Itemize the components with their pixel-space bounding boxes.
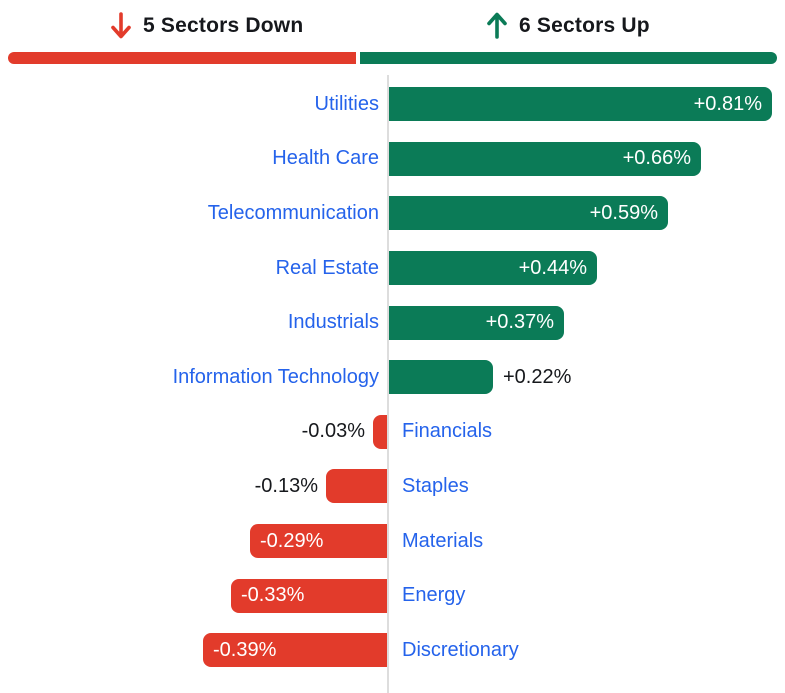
sector-row: Real Estate +0.44% xyxy=(0,241,785,296)
sector-bar[interactable]: +0.44% xyxy=(389,251,597,286)
sector-row: Utilities +0.81% xyxy=(0,77,785,132)
sectors-ratio-bar xyxy=(8,52,777,64)
sector-label[interactable]: Industrials xyxy=(287,311,379,334)
down-ratio-segment xyxy=(8,52,356,64)
sector-value: +0.37% xyxy=(485,311,554,334)
sector-bar[interactable] xyxy=(373,414,387,449)
sector-row: Staples -0.13% xyxy=(0,459,785,514)
sector-bar-chart: Utilities +0.81% Health Care +0.66% Telecomm… xyxy=(0,77,785,678)
sector-value: +0.81% xyxy=(693,92,762,115)
sector-bar[interactable]: +0.66% xyxy=(389,141,701,176)
sector-label[interactable]: Financials xyxy=(402,420,493,443)
sector-value: +0.22% xyxy=(503,365,572,388)
sector-row: Health Care +0.66% xyxy=(0,132,785,187)
sector-row: Financials -0.03% xyxy=(0,405,785,460)
sector-label[interactable]: Materials xyxy=(402,529,484,552)
sector-row: Energy -0.33% xyxy=(0,568,785,623)
sector-row: Information Technology +0.22% xyxy=(0,350,785,405)
sectors-up-header: 6 Sectors Up xyxy=(486,11,650,40)
sector-value: -0.13% xyxy=(254,474,318,497)
sector-label[interactable]: Real Estate xyxy=(275,256,379,279)
sectors-down-label: 5 Sectors Down xyxy=(143,13,304,37)
sector-bar[interactable] xyxy=(326,469,387,504)
sector-bar[interactable]: -0.39% xyxy=(203,633,387,668)
sector-value: +0.66% xyxy=(622,147,691,170)
sector-row: Discretionary -0.39% xyxy=(0,623,785,678)
sector-bar[interactable]: -0.33% xyxy=(231,578,387,613)
sector-value: -0.33% xyxy=(241,584,305,607)
arrow-up-icon xyxy=(487,12,507,39)
sectors-up-label: 6 Sectors Up xyxy=(519,13,650,37)
sector-value: -0.29% xyxy=(260,529,324,552)
sector-value: +0.44% xyxy=(518,256,587,279)
sector-value: +0.59% xyxy=(589,201,658,224)
sector-label[interactable]: Utilities xyxy=(314,92,379,115)
sector-bar[interactable]: +0.59% xyxy=(389,196,668,231)
sector-row: Telecommunication +0.59% xyxy=(0,186,785,241)
sector-label[interactable]: Health Care xyxy=(272,147,379,170)
sectors-down-header: 5 Sectors Down xyxy=(110,11,303,40)
sector-bar[interactable]: -0.29% xyxy=(250,524,387,559)
sector-label[interactable]: Discretionary xyxy=(402,638,519,661)
sector-bar[interactable] xyxy=(389,360,493,395)
sector-value: -0.03% xyxy=(301,420,365,443)
sector-bar[interactable]: +0.81% xyxy=(389,87,772,122)
sector-row: Industrials +0.37% xyxy=(0,295,785,350)
sector-bar[interactable]: +0.37% xyxy=(389,305,564,340)
sector-label[interactable]: Information Technology xyxy=(172,365,379,388)
chart-baseline xyxy=(387,75,389,693)
sector-label[interactable]: Telecommunication xyxy=(207,201,379,224)
sector-label[interactable]: Staples xyxy=(402,474,469,497)
arrow-down-icon xyxy=(111,12,131,39)
up-ratio-segment xyxy=(359,52,777,64)
sector-value: -0.39% xyxy=(213,638,277,661)
sector-row: Materials -0.29% xyxy=(0,514,785,569)
sector-label[interactable]: Energy xyxy=(402,584,466,607)
